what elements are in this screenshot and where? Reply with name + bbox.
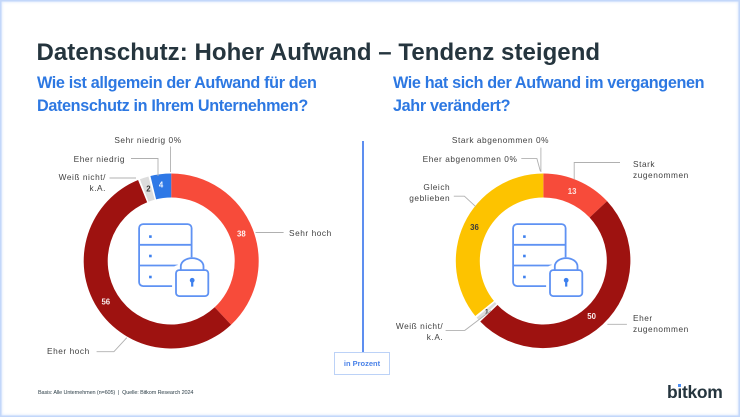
svg-text:38: 38 [237, 230, 246, 239]
svg-text:13: 13 [568, 187, 577, 196]
svg-text:56: 56 [101, 298, 110, 307]
svg-text:2: 2 [146, 185, 151, 194]
svg-text:50: 50 [587, 312, 596, 321]
svg-text:1: 1 [485, 309, 489, 316]
svg-text:4: 4 [159, 181, 164, 190]
svg-text:36: 36 [470, 223, 479, 232]
